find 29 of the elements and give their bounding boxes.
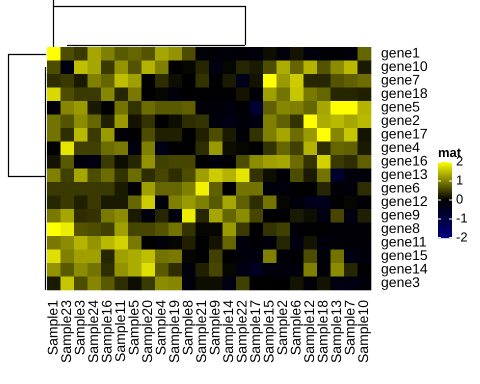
x-tick-label: Sample5 bbox=[126, 300, 142, 356]
x-tick-label: Sample16 bbox=[98, 300, 115, 364]
x-tick-label: Sample21 bbox=[193, 300, 210, 364]
x-tick-label: Sample13 bbox=[328, 300, 344, 364]
color-bar-label: 1 bbox=[456, 172, 464, 188]
color-bar-label: 0 bbox=[456, 192, 464, 207]
y-tick-label: gene1 bbox=[381, 44, 420, 61]
x-tick-label: Sample18 bbox=[314, 300, 331, 364]
x-tick-label: Sample10 bbox=[355, 300, 372, 364]
x-tick-label: Sample9 bbox=[206, 300, 223, 356]
x-tick-label: Sample11 bbox=[112, 300, 128, 362]
x-tick-label: Sample17 bbox=[247, 300, 264, 364]
x-tick-label: Sample24 bbox=[85, 300, 102, 364]
x-tick-label: Sample4 bbox=[152, 300, 169, 356]
x-tick-label: Sample3 bbox=[72, 300, 88, 356]
x-tick-label: Sample6 bbox=[288, 300, 304, 356]
x-tick-label: Sample22 bbox=[234, 300, 250, 364]
color-bar-label: -2 bbox=[456, 230, 468, 245]
x-tick-label: Sample14 bbox=[220, 300, 236, 364]
color-bar-label: -1 bbox=[456, 210, 468, 226]
x-tick-label: Sample19 bbox=[166, 300, 182, 364]
x-tick-label: Sample12 bbox=[301, 300, 318, 364]
x-tick-label: Sample15 bbox=[260, 300, 277, 364]
x-tick-label: Sample1 bbox=[44, 300, 61, 356]
x-tick-label: Sample7 bbox=[342, 300, 358, 356]
x-tick-label: Sample8 bbox=[180, 300, 196, 356]
x-tick-label: Sample23 bbox=[58, 300, 74, 364]
x-tick-label: Sample2 bbox=[274, 300, 290, 356]
x-tick-label: Sample20 bbox=[139, 300, 156, 364]
